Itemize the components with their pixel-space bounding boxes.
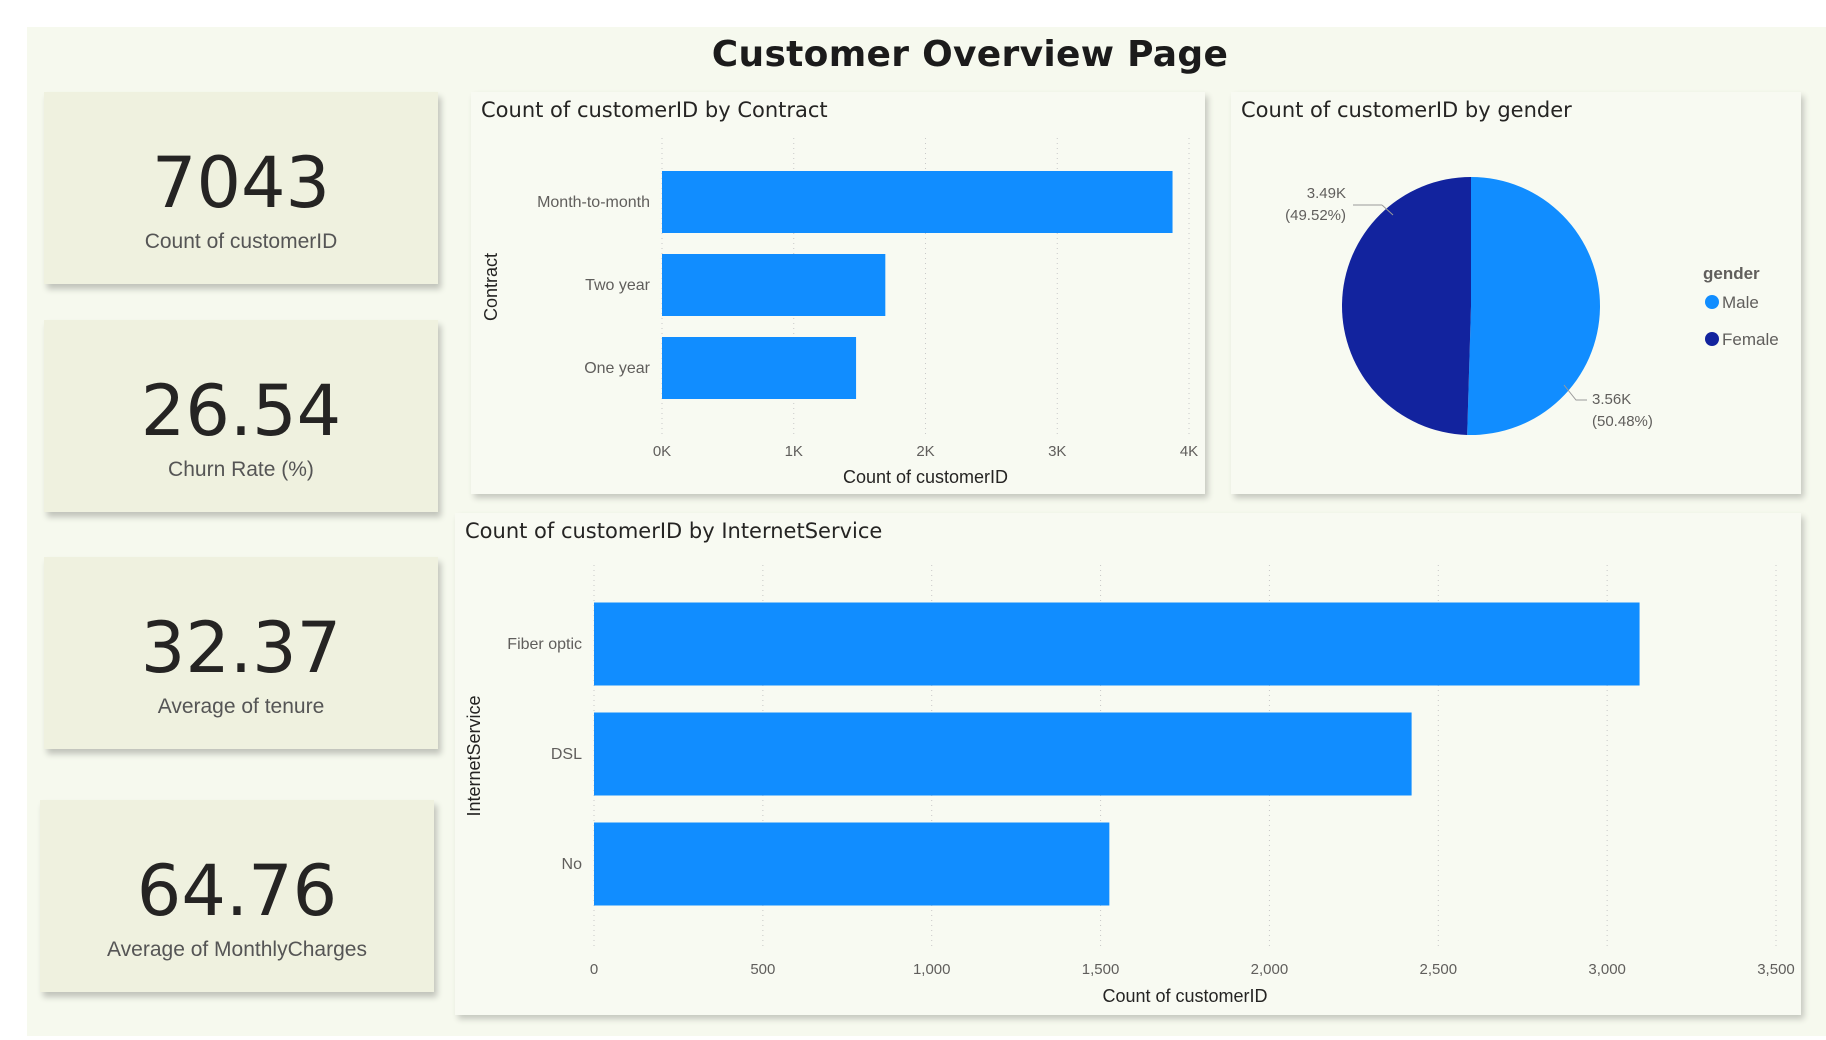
legend-entry: Female [1722,330,1779,349]
kpi-label: Average of tenure [157,695,325,718]
bar [594,602,1640,686]
pie-slice [1342,177,1471,435]
data-label-percent: (50.48%) [1592,413,1653,430]
internet-service-chart-panel[interactable]: Count of customerID by InternetService 0… [455,513,1801,1015]
kpi-label: Count of customerID [144,230,338,253]
chart-title: Count of customerID by gender [1241,98,1572,122]
data-label-value: 3.49K [1307,185,1346,202]
bar [662,254,886,316]
x-tick-label: 500 [750,961,775,978]
kpi-value: 32.37 [140,607,342,689]
bar [594,822,1110,906]
chart-title: Count of customerID by Contract [481,98,828,122]
x-axis-title: Count of customerID [843,467,1008,487]
x-tick-label: 3,000 [1588,961,1626,978]
x-tick-label: 3K [1048,443,1066,460]
category-label: Two year [585,277,651,294]
x-tick-label: 3,500 [1757,961,1795,978]
category-label: One year [584,360,650,377]
y-axis-title: Contract [481,253,501,321]
x-tick-label: 0 [590,961,598,978]
x-tick-label: 2K [916,443,934,460]
legend-title: gender [1703,264,1760,283]
leader-line [1563,384,1587,401]
kpi-label: Average of MonthlyCharges [107,938,367,961]
x-tick-label: 2,000 [1251,961,1289,978]
bar [662,337,857,399]
pie-slice [1467,177,1601,435]
page-title: Customer Overview Page [711,34,1229,75]
category-label: Fiber optic [507,636,582,653]
kpi-card-average-monthly-charges[interactable]: 64.76 Average of MonthlyCharges [40,800,434,992]
legend-marker [1705,332,1719,346]
kpi-label: Churn Rate (%) [168,458,314,481]
x-tick-label: 0K [653,443,671,460]
category-label: Month-to-month [537,194,650,211]
chart-title: Count of customerID by InternetService [465,519,883,543]
legend-entry: Male [1722,293,1759,312]
legend-marker [1705,295,1719,309]
x-tick-label: 1,000 [913,961,951,978]
category-label: No [562,856,583,873]
category-label: DSL [551,746,582,763]
kpi-card-customer-count[interactable]: 7043 Count of customerID [44,92,438,284]
x-tick-label: 1K [785,443,803,460]
data-label-percent: (49.52%) [1285,207,1346,224]
y-axis-title: InternetService [464,695,484,816]
x-tick-label: 2,500 [1420,961,1458,978]
leader-line [1381,204,1394,216]
data-label-value: 3.56K [1592,391,1631,408]
kpi-value: 26.54 [140,370,342,452]
x-tick-label: 4K [1180,443,1198,460]
gender-chart-panel[interactable]: Count of customerID by gender 3.56K (50.4… [1231,92,1801,494]
bar [594,712,1412,796]
kpi-value: 64.76 [136,850,338,932]
kpi-value: 7043 [151,142,331,224]
contract-bar-chart: 0K 1K 2K 3K 4K Month-to-month Two year One year… [481,138,1198,487]
internet-service-bar-chart: 0 500 1,000 1,500 2,000 2,500 3,000 3,500 Fiber … [464,565,1795,1006]
bar [662,171,1173,233]
kpi-card-average-tenure[interactable]: 32.37 Average of tenure [44,557,438,749]
x-axis-title: Count of customerID [1102,986,1267,1006]
gender-pie-chart: 3.56K (50.48%) 3.49K (49.52%) gender Male Fema… [1285,177,1779,435]
kpi-card-churn-rate[interactable]: 26.54 Churn Rate (%) [44,320,438,512]
x-tick-label: 1,500 [1082,961,1120,978]
contract-chart-panel[interactable]: Count of customerID by Contract 0K 1K 2K 3K… [471,92,1205,494]
